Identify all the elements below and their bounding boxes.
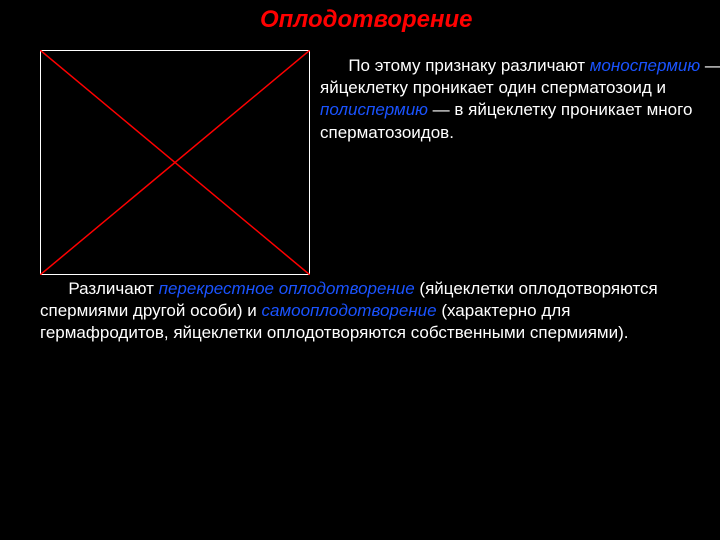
text-line: спермиями другой особи) и самооплодотвор…	[40, 301, 570, 321]
text-segment: яйцеклетку проникает один сперматозоид и	[320, 78, 666, 97]
term-highlight: самооплодотворение	[262, 301, 437, 320]
term-highlight: перекрестное оплодотворение	[159, 279, 415, 298]
placeholder-cross-icon	[40, 50, 310, 275]
text-line: сперматозоидов.	[320, 123, 454, 143]
text-line: По этому признаку различают моноспермию …	[320, 56, 720, 76]
term-highlight: моноспермию	[590, 56, 700, 75]
text-segment: гермафродитов, яйцеклетки оплодотворяютс…	[40, 323, 628, 342]
text-segment: спермиями другой особи) и	[40, 301, 262, 320]
text-segment: Различают	[40, 279, 159, 298]
text-segment: — в яйцеклетку проникает много	[428, 100, 692, 119]
text-line: яйцеклетку проникает один сперматозоид и	[320, 78, 666, 98]
image-placeholder	[40, 50, 310, 275]
text-segment: (яйцеклетки оплодотворяются	[415, 279, 658, 298]
text-line: полиспермию — в яйцеклетку проникает мно…	[320, 100, 692, 120]
term-highlight: полиспермию	[320, 100, 428, 119]
text-segment: (характерно для	[437, 301, 571, 320]
text-segment: сперматозоидов.	[320, 123, 454, 142]
text-line: Различают перекрестное оплодотворение (я…	[40, 279, 658, 299]
text-segment: — в	[700, 56, 720, 75]
slide-title: Оплодотворение	[260, 6, 473, 34]
text-segment: По этому признаку различают	[320, 56, 590, 75]
text-line: гермафродитов, яйцеклетки оплодотворяютс…	[40, 323, 628, 343]
